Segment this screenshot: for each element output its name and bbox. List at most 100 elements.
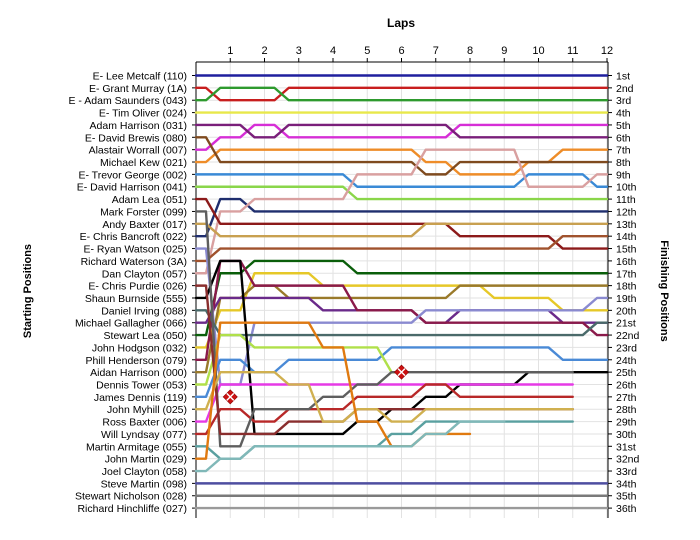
driver-label: Ross Baxter (006)	[102, 417, 187, 429]
x-tick-label: 12	[601, 45, 613, 57]
finishing-position-label: 31st	[616, 441, 636, 453]
x-tick-label: 10	[532, 45, 544, 57]
series-line-17	[194, 272, 609, 349]
x-tick-label: 11	[567, 45, 578, 57]
series-line-11	[194, 197, 609, 238]
series-line-33	[194, 420, 506, 473]
finishing-position-label: 20th	[616, 305, 637, 317]
driver-label: Martin Armitage (055)	[86, 441, 187, 453]
x-tick-label: 2	[261, 45, 267, 57]
finishing-position-label: 5th	[616, 120, 631, 132]
finishing-position-label: 32nd	[616, 454, 640, 466]
driver-label: E- Grant Murray (1A)	[89, 83, 187, 95]
driver-label: Daniel Irving (088)	[101, 305, 187, 317]
driver-label: Shaun Burnside (555)	[85, 293, 187, 305]
x-tick-label: 5	[364, 45, 370, 57]
finishing-position-label: 13th	[616, 219, 637, 231]
finishing-position-label: 36th	[616, 503, 637, 515]
driver-label: E- Ryan Watson (025)	[84, 244, 187, 256]
finishing-position-label: 22nd	[616, 330, 640, 342]
finishing-position-label: 15th	[616, 244, 637, 256]
driver-label: E- Trevor George (002)	[78, 169, 187, 181]
series-line-27	[194, 383, 574, 436]
driver-label: Dan Clayton (057)	[102, 268, 187, 280]
series-line-28	[194, 210, 574, 448]
finishing-position-label: 4th	[616, 108, 631, 120]
retirement-marker	[394, 364, 409, 380]
series-line-23	[194, 346, 609, 399]
finishing-position-label: 35th	[616, 491, 637, 503]
driver-label: Joel Clayton (058)	[102, 466, 187, 478]
finishing-position-label: 7th	[616, 145, 631, 157]
finishing-position-label: 11th	[616, 194, 636, 206]
x-tick-label: 9	[501, 45, 507, 57]
finishing-position-label: 33rd	[616, 466, 637, 478]
finishing-position-label: 17th	[616, 268, 637, 280]
finishing-position-label: 2nd	[616, 83, 634, 95]
finishing-position-label: 14th	[616, 231, 637, 243]
finishing-position-label: 19th	[616, 293, 637, 305]
finishing-position-label: 3rd	[616, 95, 631, 107]
driver-label: Will Lyndsay (077)	[101, 429, 187, 441]
series-line-6	[194, 123, 609, 139]
driver-label: E- David Harrison (041)	[77, 182, 187, 194]
driver-label: Alastair Worrall (007)	[89, 145, 187, 157]
series-line-15	[194, 234, 609, 263]
finishing-position-label: 25th	[616, 367, 637, 379]
driver-label: Stewart Nicholson (028)	[75, 491, 187, 503]
chart-title: Laps	[387, 16, 415, 30]
driver-label: Michael Kew (021)	[100, 157, 187, 169]
driver-label: Steve Martin (098)	[101, 478, 187, 490]
x-tick-label: 1	[227, 45, 233, 57]
series-line-24	[194, 333, 403, 386]
finishing-position-label: 28th	[616, 404, 637, 416]
driver-label: Andy Baxter (017)	[102, 219, 187, 231]
driver-label: John Myhill (025)	[107, 404, 187, 416]
driver-label: John Hodgson (032)	[92, 342, 187, 354]
driver-label: John Martin (029)	[105, 454, 187, 466]
driver-label: Richard Waterson (3A)	[81, 256, 187, 268]
series-lines	[194, 74, 609, 510]
finishing-position-label: 30th	[616, 429, 637, 441]
retirement-marker	[222, 389, 238, 405]
series-line-8	[194, 136, 609, 176]
series-line-3	[194, 86, 609, 102]
finishing-position-label: 16th	[616, 256, 637, 268]
driver-label: James Dennis (119)	[94, 392, 187, 404]
finishing-position-label: 12th	[616, 206, 637, 218]
finishing-position-label: 1st	[616, 71, 630, 83]
x-tick-label: 8	[467, 45, 473, 57]
driver-label: Aidan Harrison (000)	[90, 367, 187, 379]
driver-label: Dennis Tower (053)	[96, 380, 187, 392]
driver-label: E- David Brewis (080)	[85, 132, 187, 144]
finishing-position-label: 23rd	[616, 342, 637, 354]
finishing-position-label: 29th	[616, 417, 637, 429]
series-line-12	[194, 148, 609, 275]
driver-label: Richard Hinchliffe (027)	[77, 503, 187, 515]
driver-label: Adam Harrison (031)	[90, 120, 187, 132]
series-line-31	[194, 420, 574, 460]
driver-label: E- Tim Oliver (024)	[99, 108, 187, 120]
finishing-position-label: 8th	[616, 157, 631, 169]
finishing-position-label: 27th	[616, 392, 637, 404]
series-line-14	[194, 222, 609, 238]
driver-label: Adam Lea (051)	[112, 194, 187, 206]
driver-label: Phill Henderson (079)	[85, 355, 187, 367]
series-line-9	[194, 173, 609, 188]
finishing-position-label: 21st	[616, 318, 636, 330]
finishing-position-label: 24th	[616, 355, 637, 367]
series-line-2	[194, 86, 609, 102]
x-tick-label: 3	[296, 45, 302, 57]
driver-label: Mark Forster (099)	[100, 206, 187, 218]
axis-labels: 1 2 3 4 5 6 7 8 9 10 11 12E- Lee Metcalf (110) 1stE-…	[69, 45, 640, 515]
series-line-5	[194, 123, 609, 151]
driver-label: Michael Gallagher (066)	[75, 318, 187, 330]
series-line-10	[194, 185, 609, 201]
driver-label: E- Lee Metcalf (110)	[93, 71, 187, 83]
finishing-position-label: 34th	[616, 478, 637, 490]
driver-label: E- Chris Bancroft (022)	[80, 231, 187, 243]
driver-label: Stewart Lea (050)	[104, 330, 187, 342]
driver-label: E- Chris Purdie (026)	[88, 281, 187, 293]
series-line-30	[194, 370, 574, 423]
finishing-position-label: 18th	[616, 281, 637, 293]
